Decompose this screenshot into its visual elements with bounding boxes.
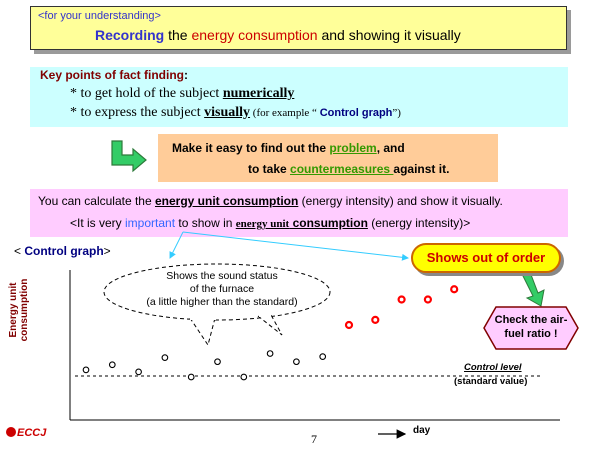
make-easy-line-2-suffix: against it. — [393, 162, 450, 176]
green-bent-arrow-icon — [111, 140, 147, 173]
unit-consumption-box — [30, 189, 568, 237]
title-recording: Recording — [95, 27, 165, 43]
make-easy-line-2-prefix: to take — [248, 162, 291, 176]
consumption-emphasis: consumption — [289, 216, 368, 230]
key-points-heading: Key points of fact finding: — [40, 68, 188, 82]
key-point-2-text: * to express the subject — [70, 105, 205, 120]
header-banner — [30, 6, 567, 50]
normal-data-point — [135, 368, 142, 376]
normal-data-point — [293, 358, 300, 366]
problem-emphasis: problem — [329, 141, 377, 155]
make-easy-box — [158, 134, 498, 182]
bubble-tail-mask-left — [190, 316, 216, 320]
normal-data-point — [240, 373, 248, 381]
unit-note-line-1-prefix: You can calculate the — [38, 194, 155, 208]
unit-note-line-1: You can calculate the energy unit consum… — [38, 194, 503, 208]
header-subtitle: <for your understanding> — [38, 10, 161, 22]
check-air-fuel-hexagon — [483, 306, 579, 350]
key-points-box — [30, 67, 568, 127]
normal-data-point — [82, 366, 90, 374]
key-point-2-emphasis: visually — [204, 105, 251, 120]
check-line-1: Check the air- — [494, 314, 568, 326]
key-point-2-example: (for example “ Control graph”) — [250, 107, 401, 119]
bubble-line-3: (a little higher than the standard) — [146, 296, 298, 308]
standard-value-label: (standard value) — [454, 376, 528, 387]
key-point-1-text: * to get hold of the subject — [70, 86, 223, 101]
unit-note-line-2-mid: to show in — [175, 216, 236, 230]
control-graph-title-text: Control graph — [24, 244, 104, 258]
y-axis-label-line-1: Energy unit — [8, 282, 19, 338]
check-line-2: fuel ratio ! — [504, 328, 558, 340]
make-easy-line-1-prefix: Make it easy to find out the — [172, 141, 330, 155]
key-points-colon: : — [184, 68, 188, 82]
important-highlight: important — [125, 216, 176, 230]
unit-note-line-1-suffix: (energy intensity) and show it visually. — [298, 194, 503, 208]
normal-data-point — [108, 361, 116, 369]
bubble-tail-right — [257, 312, 283, 336]
example-suffix: ”) — [392, 107, 401, 119]
title-rest: and showing it visually — [317, 27, 461, 43]
unit-note-line-2: <It is very important to show in energy … — [70, 216, 470, 230]
key-points-heading-text: Key points of fact finding — [40, 68, 184, 82]
make-easy-line-2: to take countermeasures against it. — [248, 162, 449, 176]
control-level-label: Control level — [464, 362, 522, 373]
normal-data-point — [214, 358, 221, 366]
green-down-arrow-icon — [520, 271, 545, 307]
normal-data-point — [161, 354, 169, 361]
sound-status-bubble — [103, 263, 331, 321]
control-graph-title-prefix: < — [14, 244, 25, 258]
pointer-to-bubble — [169, 231, 184, 259]
example-prefix: (for example “ — [250, 107, 320, 119]
abnormal-data-point — [397, 295, 406, 304]
key-point-1: * to get hold of the subject numerically — [70, 86, 294, 102]
abnormal-data-point — [423, 295, 432, 304]
bubble-tail-left — [189, 317, 216, 347]
control-graph-title-suffix: > — [103, 244, 111, 258]
data-points — [82, 285, 459, 381]
out-of-order-callout: Shows out of order — [411, 243, 561, 273]
y-axis-label-line-2: consumption — [19, 278, 30, 342]
bubble-line-1: Shows the sound status — [166, 270, 278, 282]
x-axis-label: day — [413, 425, 431, 436]
page-number: 7 — [311, 432, 317, 446]
energy-unit-consumption-emphasis: energy unit consumption — [154, 194, 299, 208]
energy-unit-small: energy unit — [235, 218, 290, 230]
unit-note-line-2-suffix: (energy intensity)> — [367, 216, 471, 230]
eccj-logo: ECCJ — [6, 427, 46, 439]
page-title: Recording the energy consumption and sho… — [95, 27, 461, 43]
normal-data-point — [266, 350, 274, 357]
title-the: the — [164, 27, 192, 43]
unit-note-line-2-prefix: <It is very — [70, 216, 126, 230]
abnormal-data-point — [450, 285, 459, 294]
bubble-text: Shows the sound status of the furnace (a l… — [122, 270, 322, 309]
key-point-1-emphasis: numerically — [222, 86, 295, 101]
normal-data-point — [319, 353, 327, 360]
pointer-to-out-of-order — [182, 231, 409, 261]
countermeasures-emphasis: countermeasures — [290, 162, 394, 176]
make-easy-line-1: Make it easy to find out the problem, an… — [172, 141, 405, 155]
example-control-graph: Control graph — [319, 107, 393, 119]
key-point-2: * to express the subject visually (for e… — [70, 105, 401, 121]
control-graph-title: < Control graph> — [14, 244, 111, 258]
title-energy-consumption: energy consumption — [191, 27, 318, 43]
abnormal-data-point — [371, 315, 380, 324]
bubble-line-2: of the furnace — [189, 283, 255, 295]
make-easy-line-1-suffix: , and — [376, 141, 405, 155]
abnormal-data-point — [344, 320, 354, 330]
y-axis-label: Energy unit consumption — [8, 270, 30, 350]
bubble-tail-mask-right — [259, 312, 271, 317]
normal-data-point — [187, 373, 195, 381]
logo-mark-icon — [6, 427, 16, 437]
logo-text: ECCJ — [17, 427, 47, 439]
check-air-fuel-text: Check the air-fuel ratio ! — [486, 313, 576, 341]
